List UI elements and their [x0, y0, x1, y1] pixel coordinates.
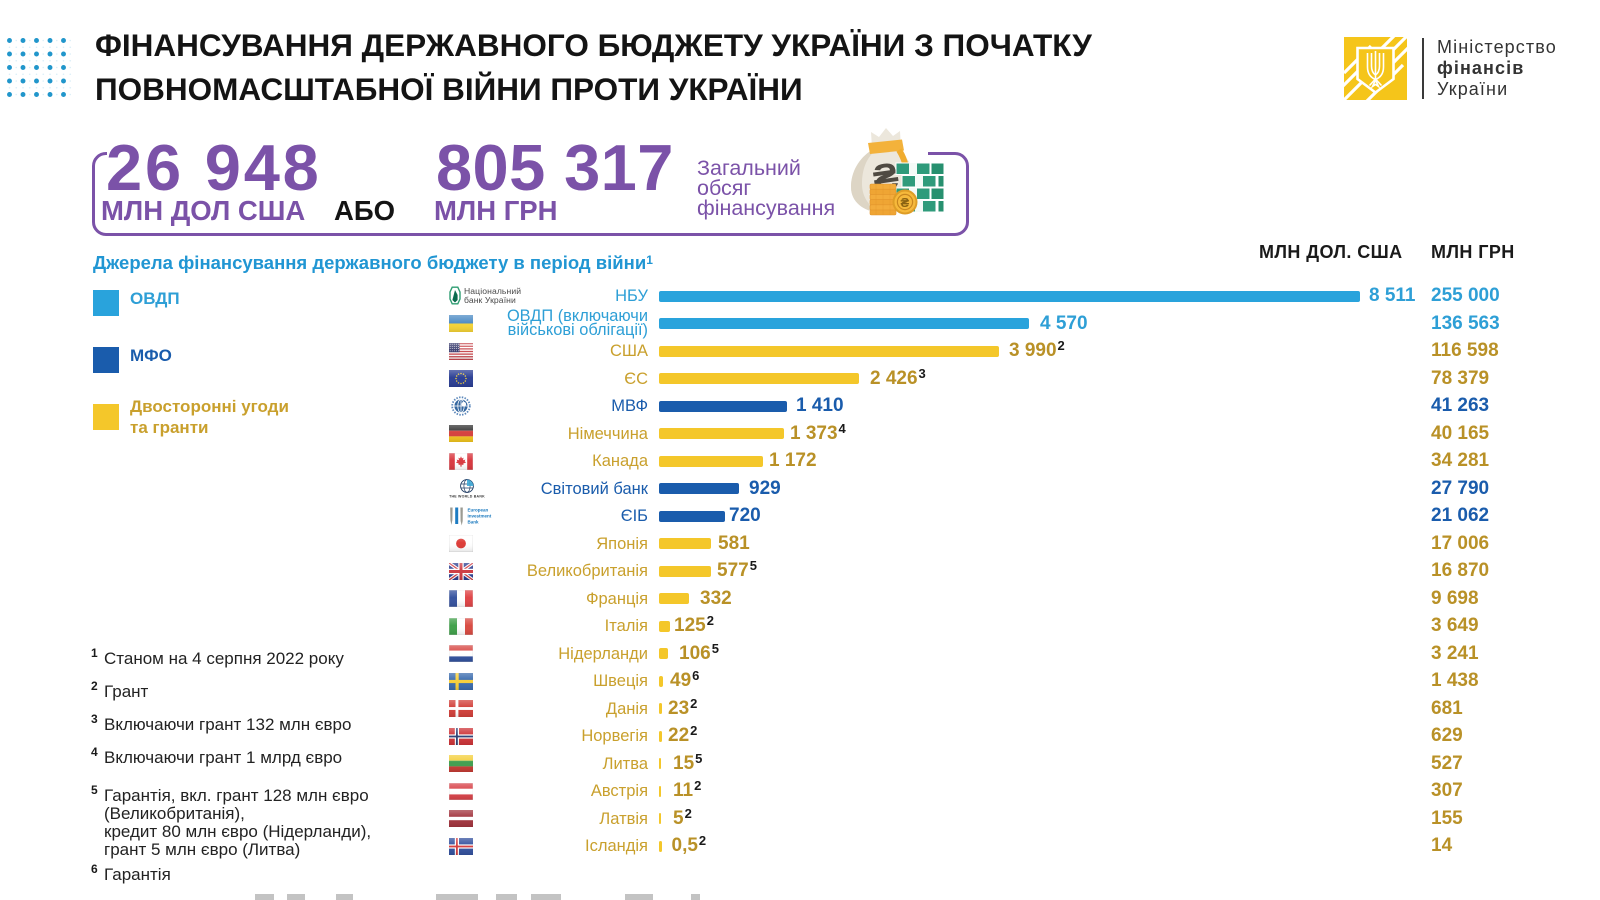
svg-text:₴: ₴ — [901, 195, 910, 210]
svg-text:THE WORLD BANK: THE WORLD BANK — [449, 494, 485, 498]
svg-text:European: European — [468, 507, 489, 512]
svg-text:Bank: Bank — [468, 519, 480, 524]
svg-text:Investment: Investment — [468, 513, 492, 518]
